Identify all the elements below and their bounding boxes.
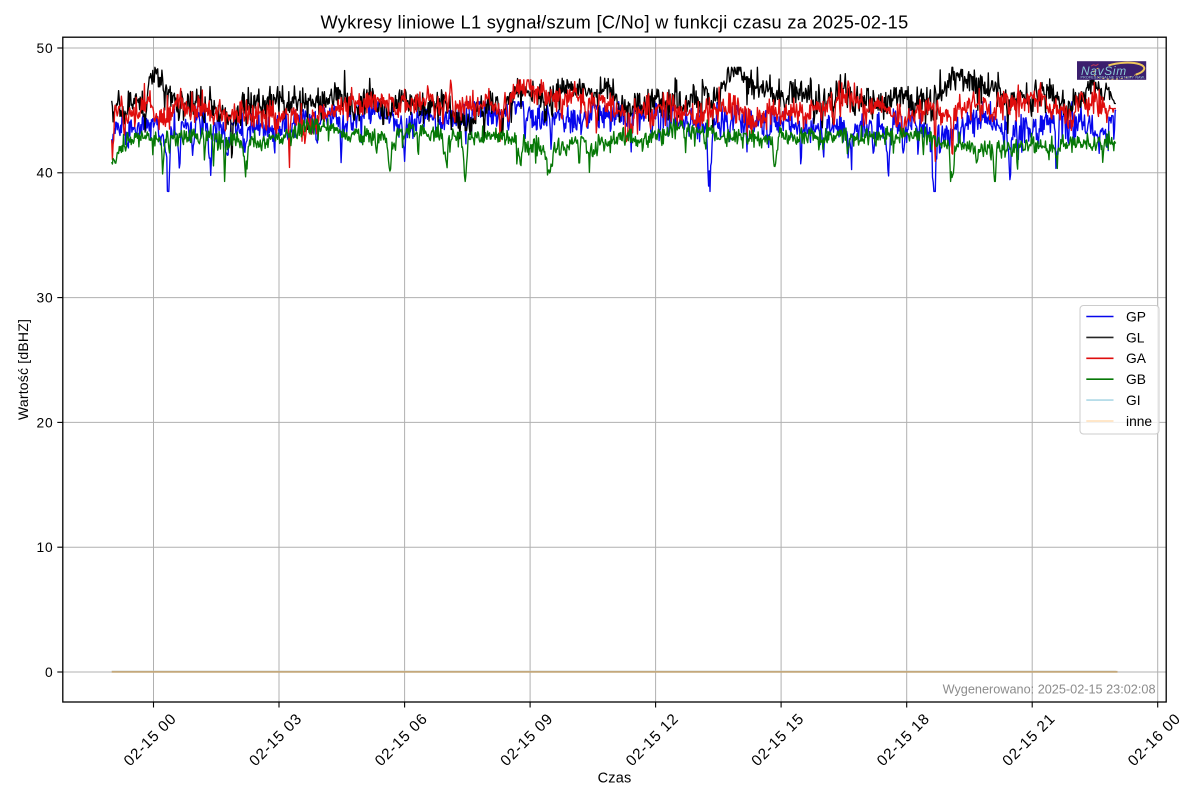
svg-text:GB: GB (1126, 372, 1146, 387)
svg-text:GA: GA (1126, 351, 1147, 366)
svg-text:Wykresy liniowe L1 sygnał/szum: Wykresy liniowe L1 sygnał/szum [C/No] w … (320, 12, 908, 32)
svg-text:30: 30 (37, 291, 54, 306)
svg-text:40: 40 (37, 166, 54, 181)
svg-text:NavSim: NavSim (1081, 64, 1127, 78)
svg-text:Wygenerowano: 2025-02-15 23:02: Wygenerowano: 2025-02-15 23:02:08 (943, 683, 1156, 697)
svg-text:Wartość [dBHZ]: Wartość [dBHZ] (15, 319, 31, 420)
svg-text:Czas: Czas (598, 771, 632, 787)
svg-text:50: 50 (37, 41, 54, 56)
svg-text:0: 0 (45, 665, 53, 680)
svg-text:GP: GP (1126, 309, 1146, 324)
svg-text:20: 20 (37, 415, 54, 430)
svg-text:GL: GL (1126, 330, 1145, 345)
svg-text:inne: inne (1126, 414, 1152, 429)
svg-text:GI: GI (1126, 393, 1141, 408)
svg-text:10: 10 (37, 540, 54, 555)
svg-text:PROFESJONALNE SYSTEMY NAW.: PROFESJONALNE SYSTEMY NAW. (1081, 76, 1146, 80)
